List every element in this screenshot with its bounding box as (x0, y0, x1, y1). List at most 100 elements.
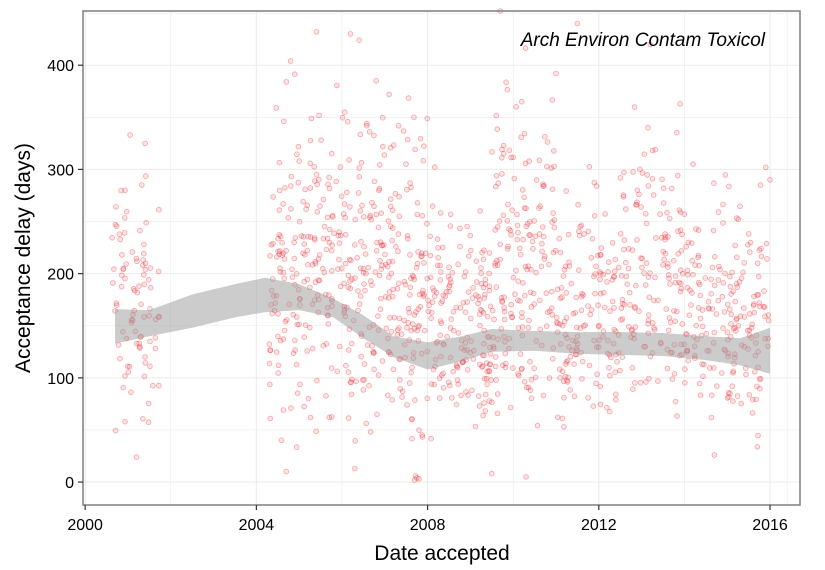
scatter-point (484, 368, 491, 375)
scatter-point (617, 175, 624, 181)
scatter-point (336, 240, 343, 246)
scatter-point (755, 432, 761, 439)
scatter-point (422, 250, 429, 257)
scatter-point (361, 376, 367, 383)
scatter-point (524, 221, 531, 227)
scatter-point (470, 284, 476, 291)
scatter-point (312, 279, 319, 285)
scatter-point (711, 452, 718, 458)
scatter-point (521, 292, 528, 299)
scatter-point (521, 378, 528, 385)
scatter-point (696, 380, 703, 387)
scatter-point (593, 380, 599, 387)
scatter-point (554, 286, 561, 293)
scatter-point (517, 251, 524, 258)
scatter-point (546, 261, 552, 268)
scatter-point (531, 365, 537, 372)
scatter-point (156, 206, 162, 213)
scatter-point (429, 299, 436, 306)
scatter-point (424, 220, 430, 227)
scatter-point (379, 242, 386, 249)
scatter-point (619, 296, 626, 303)
scatter-point (663, 306, 669, 312)
scatter-point (604, 404, 610, 411)
scatter-point (405, 305, 412, 312)
scatter-point (566, 263, 573, 269)
scatter-point (705, 305, 712, 312)
scatter-point (316, 277, 323, 284)
scatter-point (395, 123, 402, 129)
scatter-point (379, 114, 386, 121)
scatter-point (288, 405, 294, 411)
scatter-point (296, 158, 303, 164)
scatter-point (268, 242, 275, 248)
scatter-point (324, 235, 331, 242)
panel-border (82, 10, 801, 506)
scatter-point (396, 213, 403, 220)
scatter-point (129, 249, 136, 255)
scatter-point (425, 297, 431, 304)
scatter-point (726, 183, 732, 190)
scatter-point (150, 382, 156, 389)
scatter-point (631, 104, 638, 110)
scatter-point (611, 273, 618, 280)
scatter-point (541, 183, 547, 189)
scatter-point (464, 366, 471, 373)
scatter-point (533, 177, 540, 183)
scatter-point (375, 372, 382, 378)
scatter-point (660, 200, 667, 206)
scatter-point (276, 207, 283, 213)
scatter-point (686, 312, 693, 319)
scatter-point (607, 308, 613, 314)
scatter-point (424, 115, 431, 122)
scatter-point (396, 193, 402, 200)
scatter-point (554, 414, 561, 421)
scatter-point (697, 392, 704, 399)
scatter-point (645, 274, 652, 280)
scatter-point (699, 361, 705, 367)
scatter-point (734, 393, 741, 399)
scatter-point (361, 243, 367, 250)
x-tick-label: 2008 (410, 517, 446, 534)
scatter-point (369, 282, 375, 289)
scatter-point (588, 254, 595, 261)
scatter-point (372, 269, 379, 275)
scatter-point (737, 203, 743, 210)
scatter-point (754, 292, 760, 298)
scatter-point (649, 147, 656, 154)
scatter-point (585, 395, 591, 401)
scatter-point (276, 248, 283, 254)
scatter-point (556, 235, 562, 242)
scatter-point (715, 297, 721, 304)
scatter-point (479, 364, 485, 370)
scatter-point (634, 237, 640, 243)
scatter-point (393, 243, 399, 250)
scatter-point (269, 310, 276, 317)
scatter-point (377, 257, 383, 264)
scatter-point (311, 235, 318, 241)
scatter-point (473, 279, 480, 285)
scatter-point (536, 157, 543, 164)
scatter-point (120, 266, 127, 273)
scatter-point (612, 396, 619, 403)
scatter-point (280, 201, 286, 207)
scatter-point (316, 112, 322, 119)
scatter-point (755, 273, 762, 280)
scatter-point (551, 224, 558, 231)
scatter-point (509, 314, 515, 321)
scatter-point (758, 253, 765, 260)
scatter-point (279, 239, 286, 246)
scatter-point (454, 364, 461, 371)
scatter-point (482, 291, 488, 298)
scatter-point (548, 288, 555, 295)
scatter-point (500, 150, 507, 157)
scatter-point (534, 422, 541, 429)
scatter-point (439, 372, 445, 378)
scatter-point (450, 327, 457, 334)
scatter-point (296, 218, 303, 225)
x-axis-title: Date accepted (374, 542, 509, 565)
scatter-point (348, 340, 355, 347)
scatter-point (291, 255, 298, 262)
scatter-point (575, 201, 581, 208)
scatter-point (652, 274, 658, 281)
